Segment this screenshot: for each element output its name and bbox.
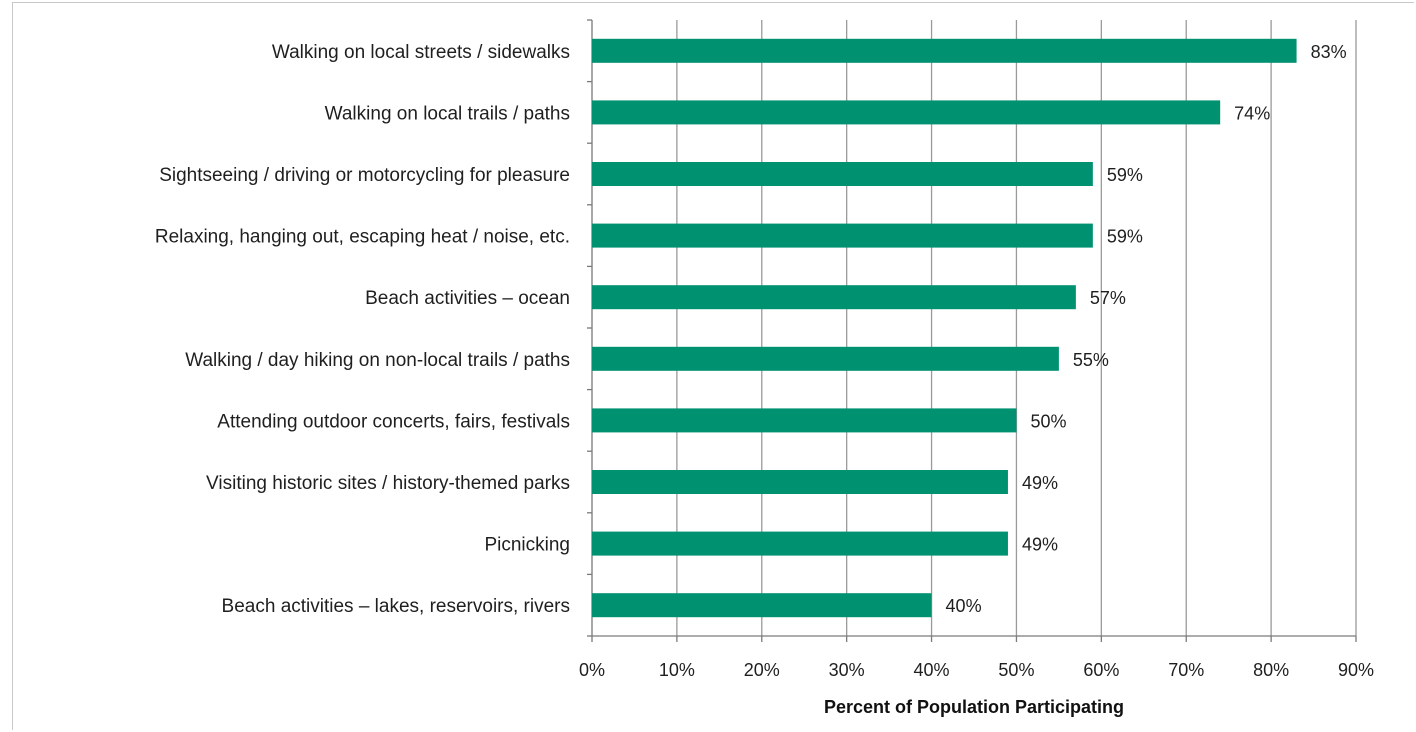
bar	[592, 408, 1017, 433]
data-label: 49%	[1022, 473, 1058, 493]
bar	[592, 162, 1093, 186]
data-label: 83%	[1311, 42, 1347, 62]
bar	[592, 285, 1076, 310]
x-tick-label: 90%	[1338, 660, 1374, 680]
bar	[592, 531, 1008, 556]
x-tick-label: 30%	[829, 660, 865, 680]
category-label: Visiting historic sites / history-themed…	[206, 473, 570, 494]
category-label: Walking on local streets / sidewalks	[272, 42, 570, 63]
bar	[592, 470, 1008, 494]
data-label: 74%	[1234, 103, 1270, 123]
bar	[592, 100, 1221, 125]
category-label: Walking / day hiking on non-local trails…	[185, 350, 570, 371]
category-label: Walking on local trails / paths	[325, 103, 570, 124]
category-label: Beach activities – lakes, reservoirs, ri…	[222, 596, 570, 617]
category-label: Beach activities – ocean	[365, 288, 570, 309]
data-label: 57%	[1090, 288, 1126, 308]
x-tick-label: 50%	[998, 660, 1034, 680]
x-tick-label: 70%	[1168, 660, 1204, 680]
bar	[592, 346, 1059, 371]
bar	[592, 593, 932, 618]
value-labels: 83% 74% 59% 59% 57% 55% 50% 49% 49% 40%	[946, 42, 1347, 616]
x-tick-label: 0%	[579, 660, 605, 680]
data-label: 49%	[1022, 535, 1058, 555]
x-tick-labels: 0% 10% 20% 30% 40% 50% 60% 70% 80% 90%	[579, 660, 1374, 680]
data-label: 50%	[1030, 411, 1066, 431]
x-tick-label: 80%	[1253, 660, 1289, 680]
data-label: 40%	[946, 596, 982, 616]
bars	[592, 38, 1297, 618]
x-tick-label: 20%	[744, 660, 780, 680]
bar	[592, 223, 1093, 248]
data-label: 59%	[1107, 227, 1143, 247]
category-label: Sightseeing / driving or motorcycling fo…	[159, 165, 570, 186]
chart-frame	[12, 2, 1414, 730]
category-label: Picnicking	[484, 535, 570, 556]
category-label: Relaxing, hanging out, escaping heat / n…	[155, 227, 570, 248]
data-label: 55%	[1073, 350, 1109, 370]
category-labels: Walking on local streets / sidewalks Walk…	[155, 42, 570, 617]
x-tick-label: 60%	[1083, 660, 1119, 680]
bar	[592, 38, 1297, 63]
x-axis-title: Percent of Population Participating	[824, 697, 1124, 717]
category-label: Attending outdoor concerts, fairs, festi…	[217, 411, 570, 432]
data-label: 59%	[1107, 165, 1143, 185]
x-tick-label: 10%	[659, 660, 695, 680]
x-tick-label: 40%	[914, 660, 950, 680]
